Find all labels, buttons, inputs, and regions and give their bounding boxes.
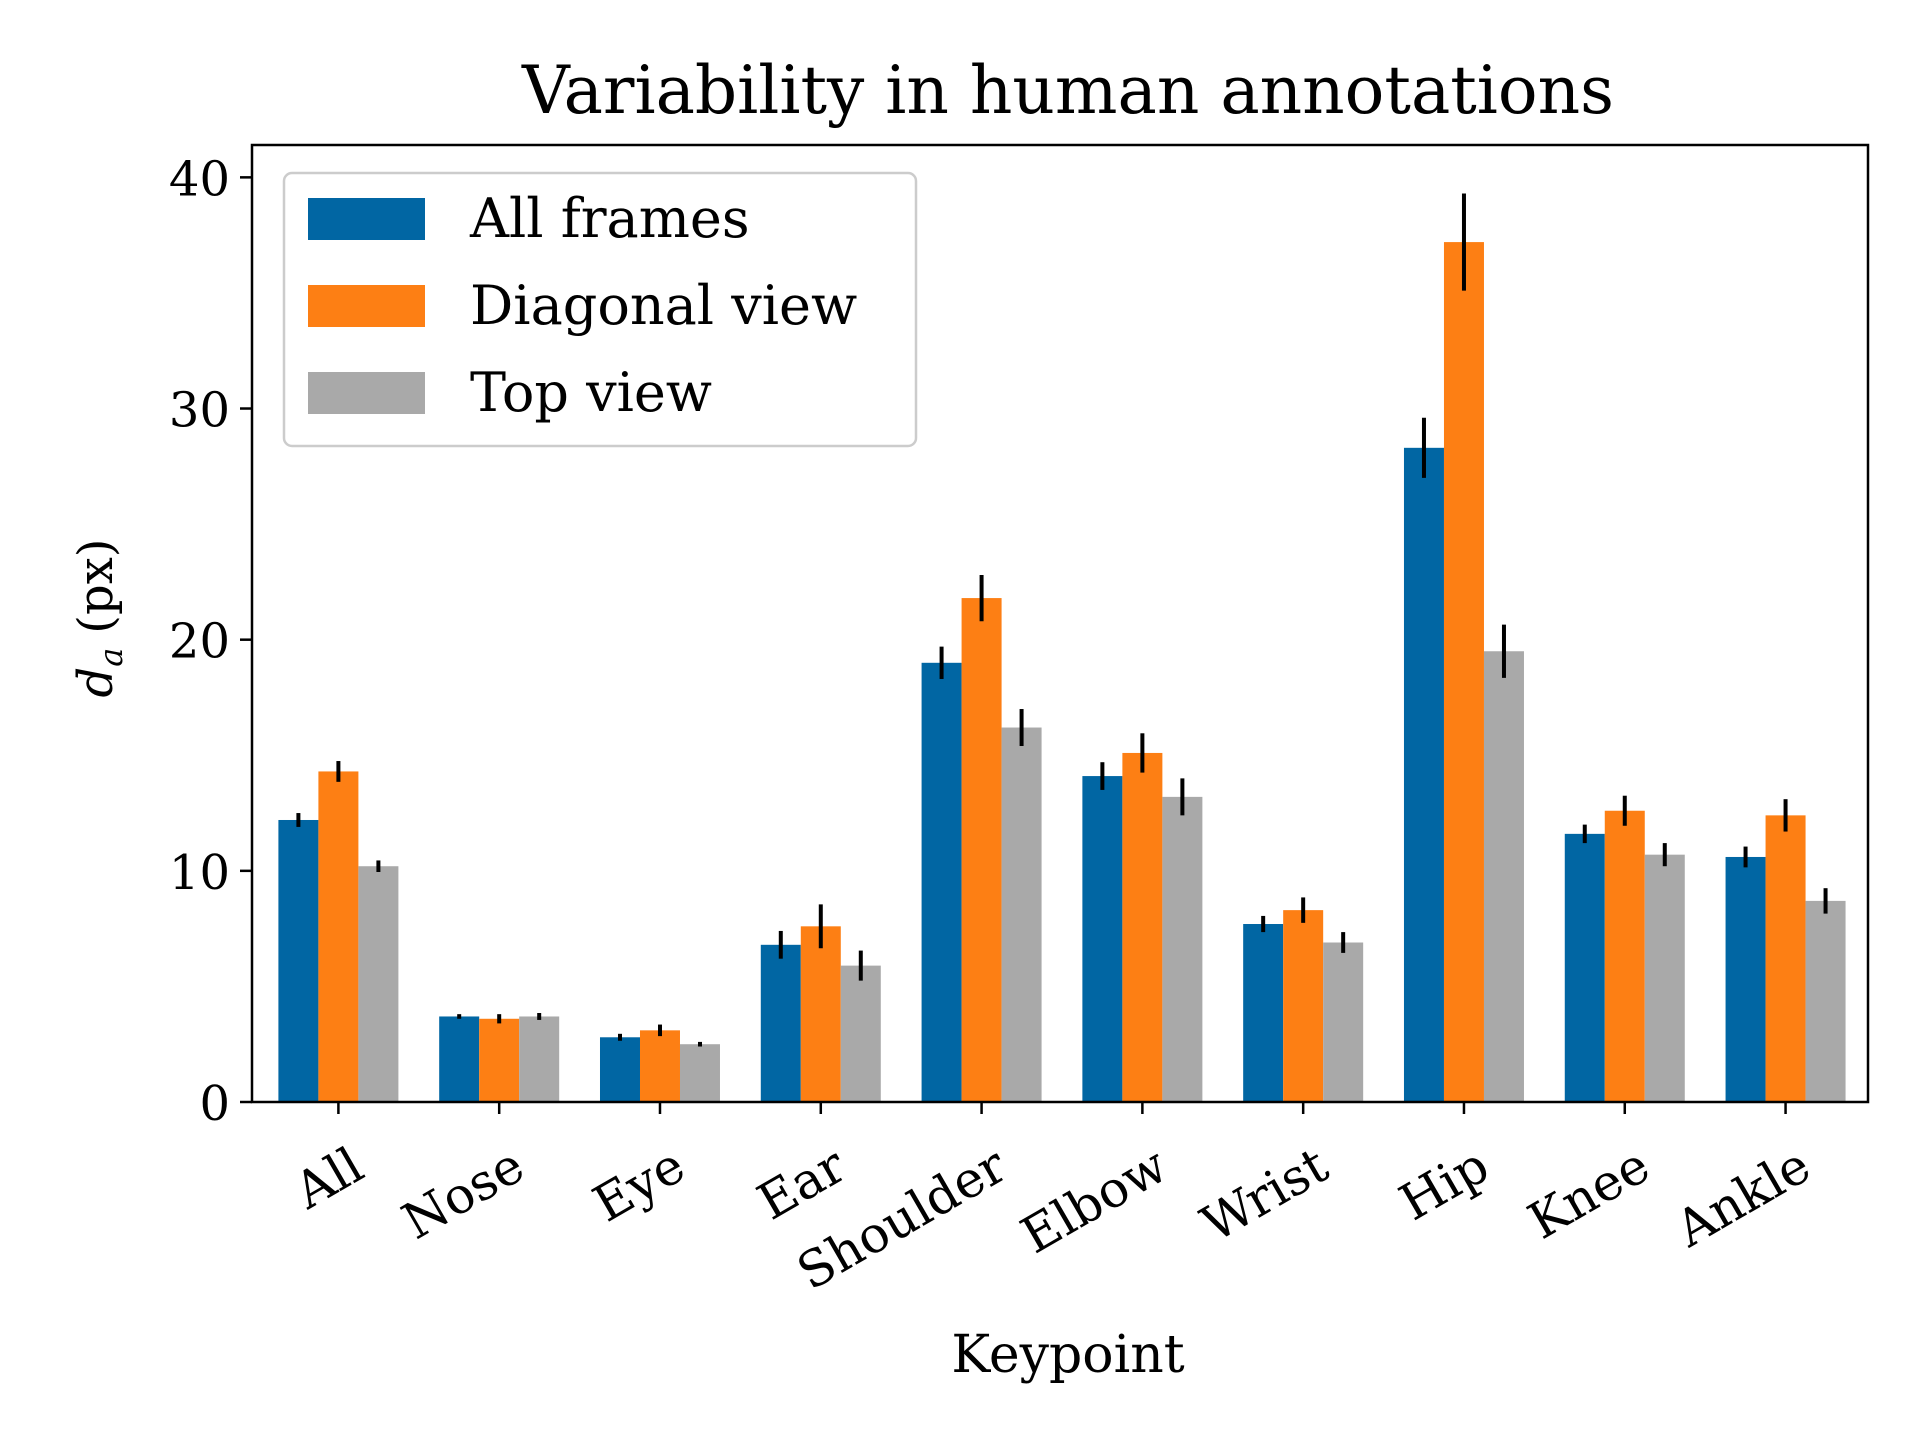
bar-shoulder-top-view [1001,727,1042,1102]
bar-ankle-all-frames [1725,856,1766,1102]
bar-knee-all-frames [1564,833,1605,1102]
bar-nose-all-frames [439,1016,480,1102]
bar-wrist-diagonal-view [1283,910,1324,1102]
bar-ankle-diagonal-view [1765,815,1806,1102]
legend-label-diagonal-view: Diagonal view [470,274,857,337]
bar-nose-top-view [519,1016,560,1102]
y-axis-label-unit: (px) [68,538,124,633]
y-axis-label-main: d [68,667,124,698]
y-axis-label-sub: a [92,648,130,667]
bar-all-all-frames [278,819,319,1102]
bar-eye-diagonal-view [639,1030,680,1102]
y-tick-label-40: 40 [169,151,230,207]
bar-hip-all-frames [1403,447,1444,1102]
bar-all-top-view [358,866,399,1102]
legend-label-all-frames: All frames [469,187,750,250]
bar-eye-top-view [679,1044,720,1102]
y-tick-label-20: 20 [169,614,230,670]
bars-layer [278,242,1846,1103]
bar-elbow-diagonal-view [1122,752,1163,1102]
bar-shoulder-diagonal-view [961,598,1002,1102]
svg-text:da(px): da (px) [68,538,130,697]
legend-swatch-diagonal-view [308,285,425,327]
plot-frame [250,143,1870,1104]
y-tick-label-0: 0 [199,1076,230,1132]
bar-hip-top-view [1483,651,1524,1102]
bar-wrist-top-view [1323,942,1364,1102]
bar-nose-diagonal-view [479,1018,520,1102]
bar-hip-diagonal-view [1443,242,1484,1103]
bar-ankle-top-view [1805,900,1846,1102]
legend-frame [282,171,918,448]
bar-ear-all-frames [760,944,801,1102]
bar-eye-all-frames [599,1037,640,1102]
chart-title: Variability in human annotations [521,52,1614,129]
errorbars-layer [296,193,1828,1047]
bar-all-diagonal-view [318,771,359,1102]
bar-elbow-top-view [1162,796,1203,1102]
bar-knee-diagonal-view [1604,810,1645,1102]
bar-shoulder-all-frames [921,662,962,1102]
x-axis-label: Keypoint [951,1325,1184,1385]
bar-wrist-all-frames [1243,924,1284,1102]
legend: All frames Diagonal view Top view [282,171,918,448]
bar-knee-top-view [1644,854,1685,1102]
y-axis-label: da (px) [68,538,130,697]
legend-swatch-all-frames [308,198,425,240]
bar-ear-top-view [840,965,881,1102]
bar-ear-diagonal-view [800,926,841,1102]
y-tick-label-10: 10 [169,845,230,901]
bar-elbow-all-frames [1082,776,1123,1102]
y-tick-label-30: 30 [169,383,230,439]
legend-swatch-top-view [308,372,425,414]
legend-label-top-view: Top view [470,361,712,424]
